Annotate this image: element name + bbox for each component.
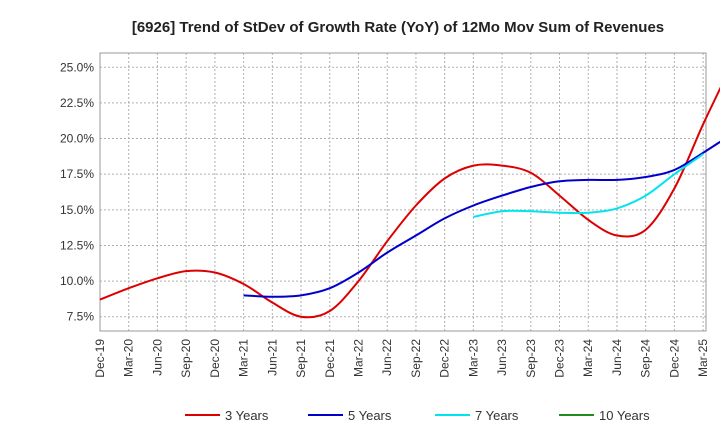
legend-label: 5 Years [348, 408, 392, 423]
legend-label: 3 Years [225, 408, 269, 423]
x-tick-label: Dec-22 [438, 339, 452, 378]
x-tick-label: Sep-22 [409, 339, 423, 378]
legend: 3 Years 5 Years 7 Years 10 Years [185, 408, 650, 423]
y-tick-label: 17.5% [60, 167, 94, 181]
chart-title: [6926] Trend of StDev of Growth Rate (Yo… [132, 19, 664, 36]
x-tick-label: Dec-20 [208, 339, 222, 378]
y-axis: 7.5% 10.0% 12.5% 15.0% 17.5% 20.0% 22.5% 25.0% [60, 60, 94, 323]
x-tick-label: Sep-24 [639, 339, 653, 378]
y-tick-label: 22.5% [60, 96, 94, 110]
y-tick-label: 7.5% [67, 310, 95, 324]
x-tick-label: Mar-21 [237, 339, 251, 377]
x-tick-label: Jun-21 [265, 339, 279, 376]
series-line-7-years [473, 153, 704, 218]
y-tick-label: 20.0% [60, 132, 94, 146]
x-tick-label: Mar-25 [696, 339, 710, 377]
plot-area [99, 52, 707, 332]
legend-label: 10 Years [599, 408, 650, 423]
y-tick-label: 15.0% [60, 203, 94, 217]
y-tick-label: 12.5% [60, 238, 94, 252]
x-tick-label: Dec-21 [323, 339, 337, 378]
x-tick-label: Mar-20 [122, 339, 136, 377]
x-tick-label: Jun-23 [495, 339, 509, 376]
x-tick-label: Dec-24 [667, 339, 681, 378]
x-tick-label: Mar-24 [581, 339, 595, 377]
series-line-5-years [243, 140, 720, 298]
x-tick-label: Dec-23 [553, 339, 567, 378]
x-tick-label: Jun-20 [150, 339, 164, 376]
series-layer [99, 86, 720, 319]
y-tick-label: 25.0% [60, 60, 94, 74]
x-tick-label: Sep-23 [524, 339, 538, 378]
x-tick-label: Dec-19 [93, 339, 107, 378]
legend-label: 7 Years [475, 408, 519, 423]
x-tick-label: Sep-21 [294, 339, 308, 378]
x-tick-label: Sep-20 [179, 339, 193, 378]
grid [99, 53, 706, 331]
series-line-3-years [99, 86, 720, 319]
x-axis: Dec-19 Mar-20 Jun-20 Sep-20 Dec-20 Mar-21 Jun-… [93, 339, 710, 378]
x-tick-label: Jun-22 [380, 339, 394, 376]
x-tick-label: Jun-24 [610, 339, 624, 376]
x-tick-label: Mar-22 [351, 339, 365, 377]
x-tick-label: Mar-23 [466, 339, 480, 377]
y-tick-label: 10.0% [60, 274, 94, 288]
